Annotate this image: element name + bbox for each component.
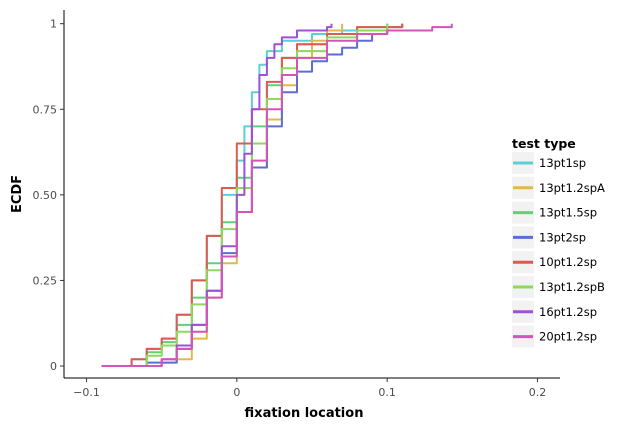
legend-label: 20pt1.2sp [539, 330, 597, 344]
legend-label: 16pt1.2sp [539, 305, 597, 319]
legend-item-20pt1.2sp: 20pt1.2sp [512, 325, 597, 348]
y-axis-title: ECDF [10, 175, 25, 213]
legend-label: 13pt1.5sp [539, 206, 597, 220]
y-tick-label: 0.75 [33, 103, 58, 116]
legend-item-13pt2sp: 13pt2sp [512, 226, 586, 249]
series-line-20pt1.2sp [101, 23, 453, 367]
legend-label: 10pt1.2sp [539, 255, 597, 269]
legend-title: test type [512, 136, 576, 151]
y-axis-ticks: 0 0.25 0.50 0.75 1 [33, 18, 64, 373]
x-axis-ticks: −0.1 0 0.1 0.2 [73, 378, 546, 399]
x-tick-label: 0 [233, 386, 240, 399]
legend-label: 13pt1.2spB [539, 280, 605, 294]
x-axis-title: fixation location [245, 406, 364, 421]
y-tick-label: 0.50 [33, 189, 58, 202]
legend: test type 13pt1sp13pt1.2spA13pt1.5sp13pt… [512, 136, 605, 348]
legend-items: 13pt1sp 13pt1.2spA 13pt1.5sp 13pt2sp 10pt1.2… [512, 152, 605, 348]
legend-item-10pt1.2sp: 10pt1.2sp [512, 251, 597, 274]
x-tick-label: −0.1 [73, 386, 100, 399]
legend-item-13pt1.2spB: 13pt1.2spB [512, 276, 605, 298]
legend-item-13pt1.5sp: 13pt1.5sp [512, 201, 597, 224]
y-tick-label: 1 [50, 18, 57, 31]
legend-item-13pt1.2spA: 13pt1.2spA [512, 176, 605, 199]
y-tick-label: 0.25 [33, 274, 58, 287]
y-tick-label: 0 [50, 360, 57, 373]
legend-label: 13pt1sp [539, 156, 586, 170]
x-tick-label: 0.1 [378, 386, 396, 399]
x-tick-label: 0.2 [529, 386, 547, 399]
legend-label: 13pt2sp [539, 230, 586, 244]
plot-area [101, 23, 453, 367]
legend-item-13pt1sp: 13pt1sp [512, 152, 586, 174]
legend-item-16pt1.2sp: 16pt1.2sp [512, 300, 597, 323]
legend-label: 13pt1.2spA [539, 181, 605, 195]
